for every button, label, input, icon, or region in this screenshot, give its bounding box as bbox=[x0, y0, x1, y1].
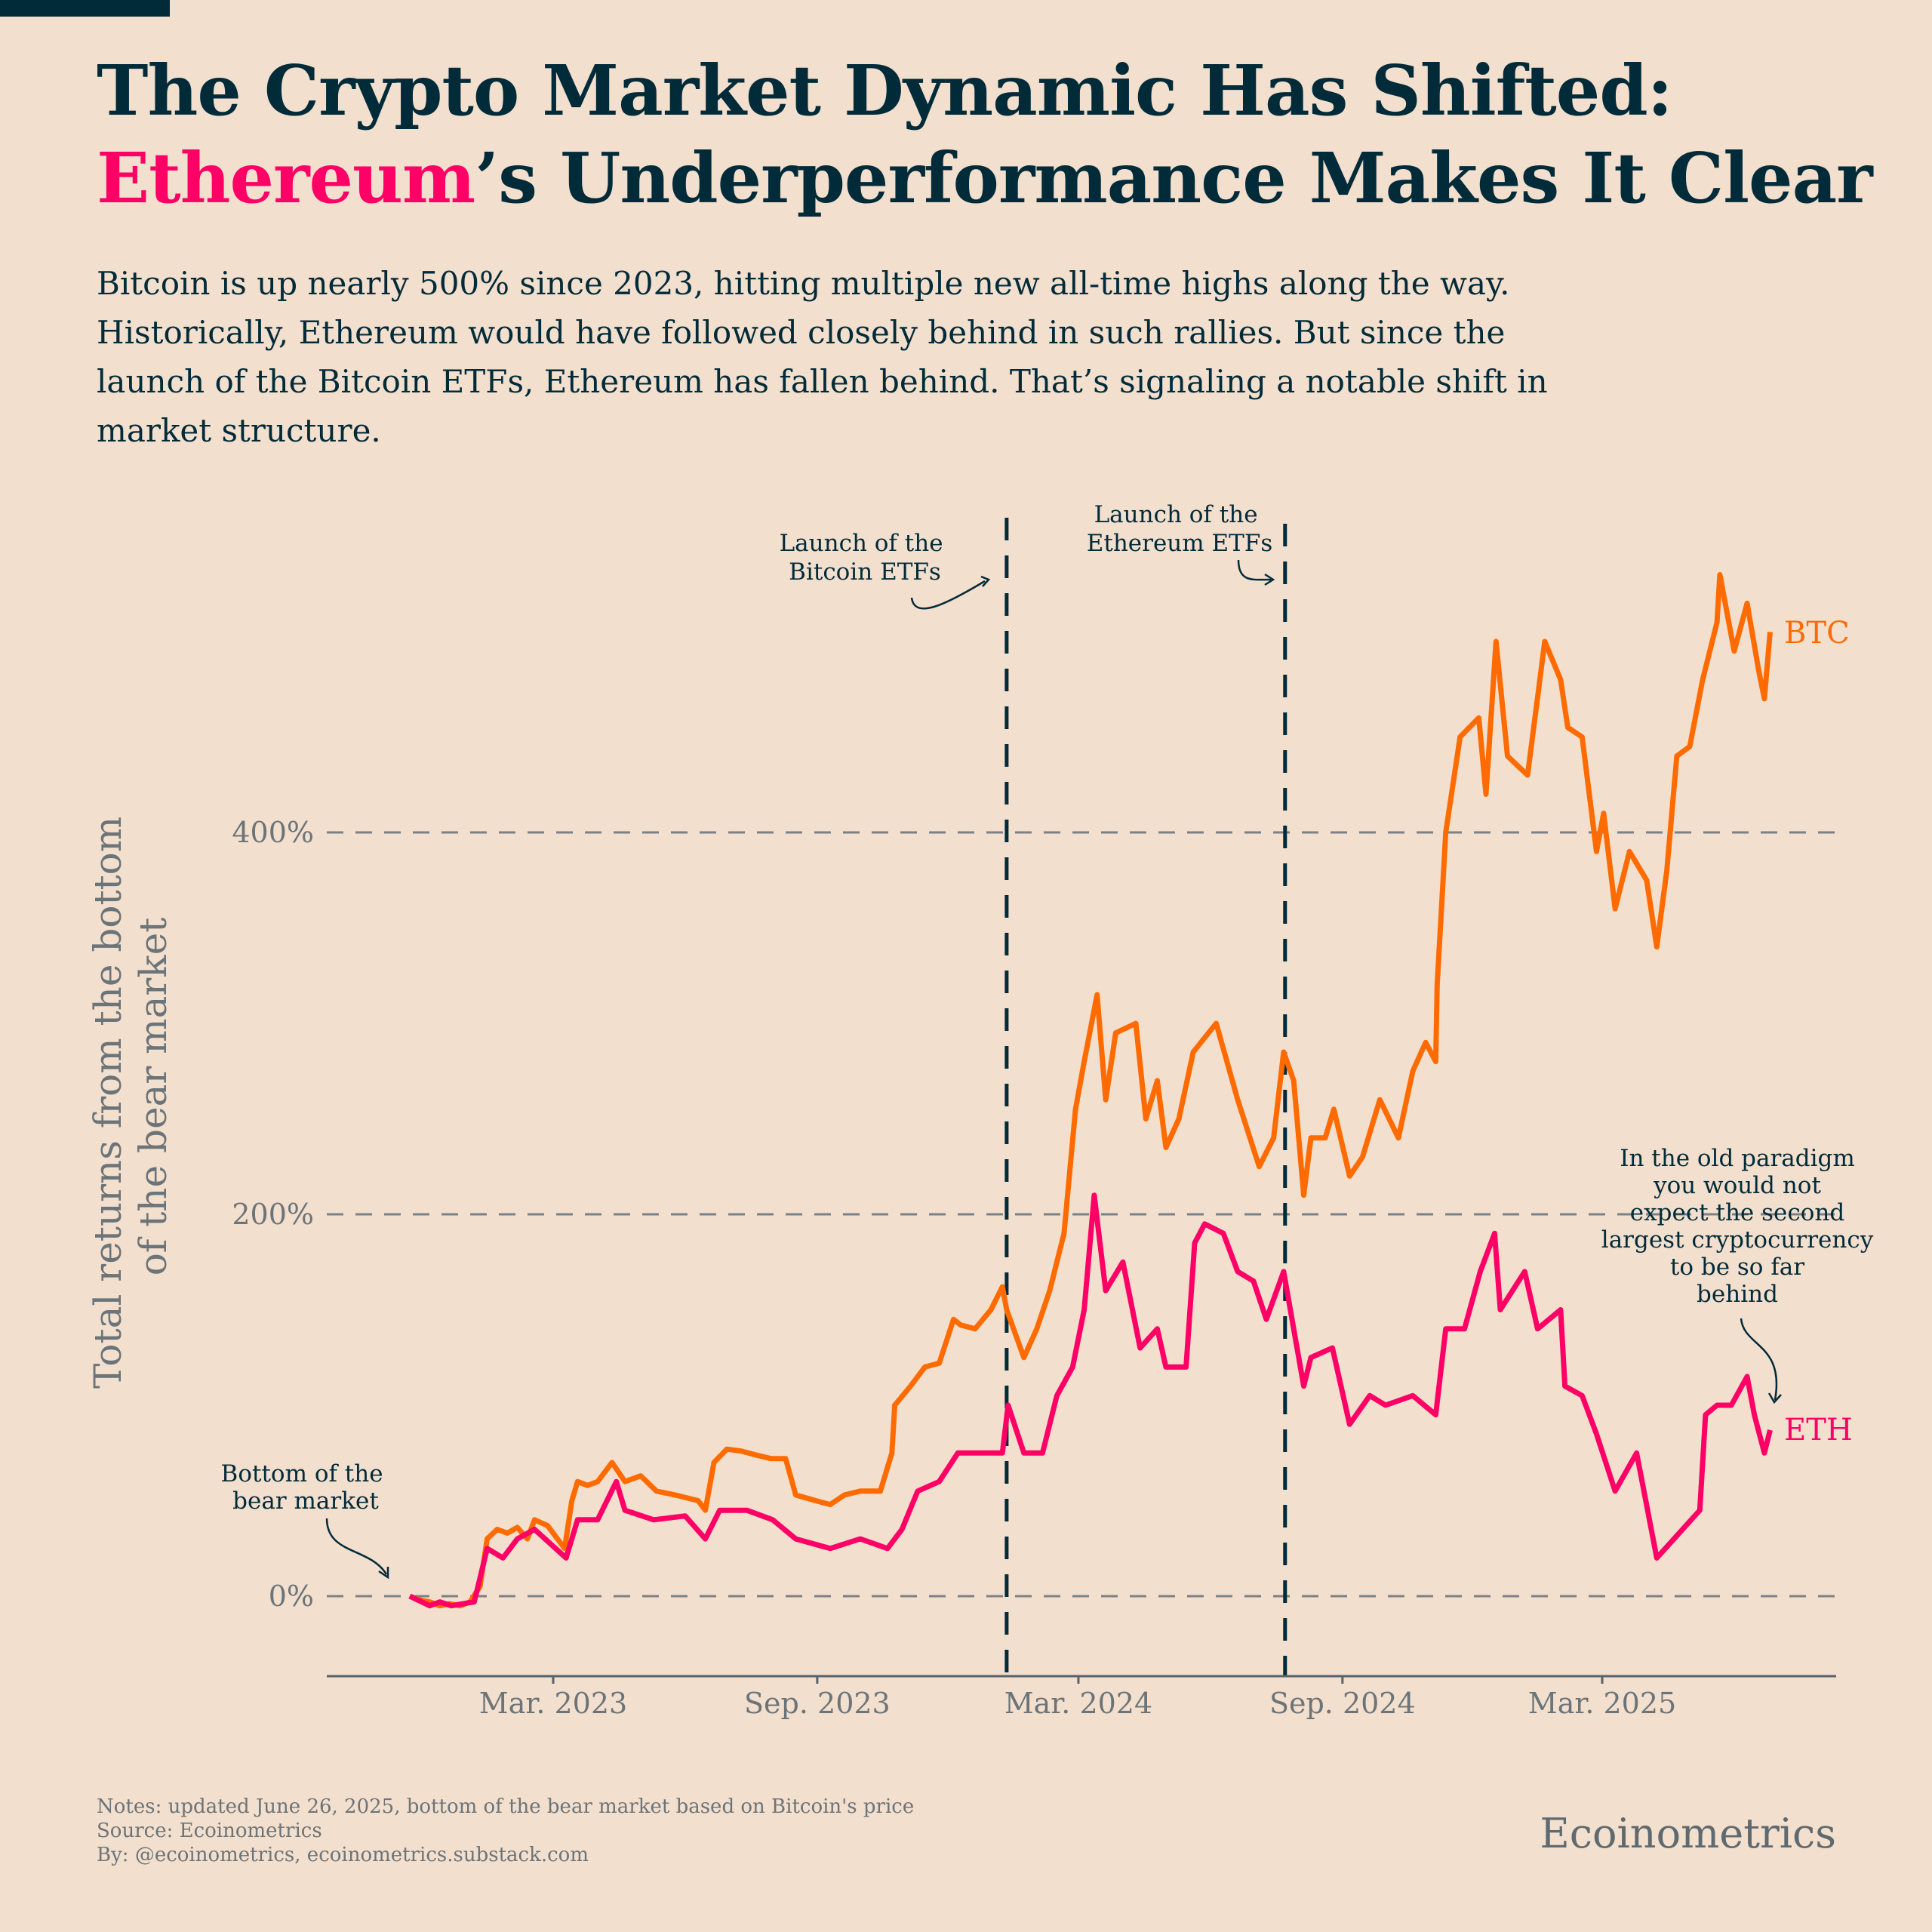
btc-etf-annotation-line-1: Launch of the bbox=[780, 530, 943, 557]
source-text: Source: Ecoinometrics bbox=[97, 1820, 322, 1842]
footer-notes: Notes: updated June 26, 2025, bottom of … bbox=[97, 1795, 914, 1867]
bottom-annotation-line-2: bear market bbox=[232, 1487, 379, 1515]
title-line-1: The Crypto Market Dynamic Has Shifted: bbox=[97, 50, 1673, 131]
y-tick-label: 0% bbox=[269, 1580, 314, 1613]
eth-series-line bbox=[408, 1192, 1773, 1609]
title-line-2: Ethereum’s Underperformance Makes It Cle… bbox=[97, 134, 1873, 222]
byline-text: By: @ecoinometrics, ecoinometrics.substa… bbox=[97, 1844, 589, 1866]
arrowhead-icon bbox=[1767, 1392, 1782, 1404]
paradigm-annotation-line: In the old paradigm bbox=[1620, 1145, 1855, 1172]
eth-etf-annotation-line-1: Launch of the bbox=[1094, 501, 1258, 528]
y-axis-label-line-1: Total returns from the bottom bbox=[86, 817, 130, 1389]
paradigm-annotation-line: you would not bbox=[1653, 1172, 1821, 1199]
bottom-annotation-line-1: Bottom of the bbox=[221, 1460, 383, 1487]
btc-etf-annotation-line-2: Bitcoin ETFs bbox=[789, 558, 941, 586]
x-tick-label: Sep. 2024 bbox=[1269, 1687, 1416, 1720]
y-axis-label-line-2: of the bear market bbox=[131, 918, 175, 1276]
eth-etf-arrow-icon bbox=[1237, 559, 1272, 581]
chart-title: The Crypto Market Dynamic Has Shifted: E… bbox=[97, 47, 1873, 222]
x-tick-label: Mar. 2023 bbox=[479, 1687, 627, 1720]
y-tick-label: 400% bbox=[232, 816, 314, 849]
x-tick-label: Sep. 2023 bbox=[744, 1687, 891, 1720]
arrowhead-icon bbox=[1264, 573, 1275, 586]
btc-series-line bbox=[408, 572, 1773, 1609]
paradigm-annotation: In the old paradigm you would not expect t… bbox=[1601, 1145, 1874, 1308]
bottom-arrow-icon bbox=[325, 1518, 388, 1575]
paradigm-annotation-line: to be so far bbox=[1670, 1254, 1804, 1281]
annotation-arrows bbox=[325, 559, 1782, 1580]
paradigm-arrow-icon bbox=[1740, 1318, 1778, 1401]
paradigm-annotation-line: expect the second bbox=[1630, 1199, 1844, 1226]
eth-etf-annotation: Launch of the Ethereum ETFs bbox=[1087, 501, 1273, 557]
bottom-annotation: Bottom of the bear market bbox=[221, 1460, 391, 1515]
arrowhead-icon bbox=[378, 1567, 389, 1580]
y-tick-label: 200% bbox=[232, 1198, 314, 1231]
eth-series-label: ETH bbox=[1784, 1413, 1853, 1447]
top-accent-bar bbox=[0, 0, 170, 17]
arrowhead-icon bbox=[980, 575, 991, 587]
eth-etf-annotation-line-2: Ethereum ETFs bbox=[1087, 530, 1273, 557]
notes-text: Notes: updated June 26, 2025, bottom of … bbox=[97, 1795, 915, 1818]
x-tick-label: Mar. 2025 bbox=[1528, 1687, 1676, 1720]
chart-subtitle: Bitcoin is up nearly 500% since 2023, hi… bbox=[97, 265, 1548, 449]
btc-series-label: BTC bbox=[1784, 616, 1850, 651]
paradigm-annotation-line: largest cryptocurrency bbox=[1601, 1226, 1874, 1254]
brand-logo: Ecoinometrics bbox=[1540, 1810, 1836, 1857]
title-line-2-rest: ’s Underperformance Makes It Clear bbox=[475, 137, 1872, 219]
paradigm-annotation-line: behind bbox=[1697, 1281, 1778, 1308]
btc-etf-arrow-icon bbox=[910, 580, 986, 610]
btc-etf-annotation: Launch of the Bitcoin ETFs bbox=[780, 530, 951, 586]
x-tick-label: Mar. 2024 bbox=[1004, 1687, 1152, 1720]
title-highlight: Ethereum bbox=[97, 137, 475, 219]
y-axis-label: Total returns from the bottom of the bea… bbox=[86, 804, 175, 1389]
